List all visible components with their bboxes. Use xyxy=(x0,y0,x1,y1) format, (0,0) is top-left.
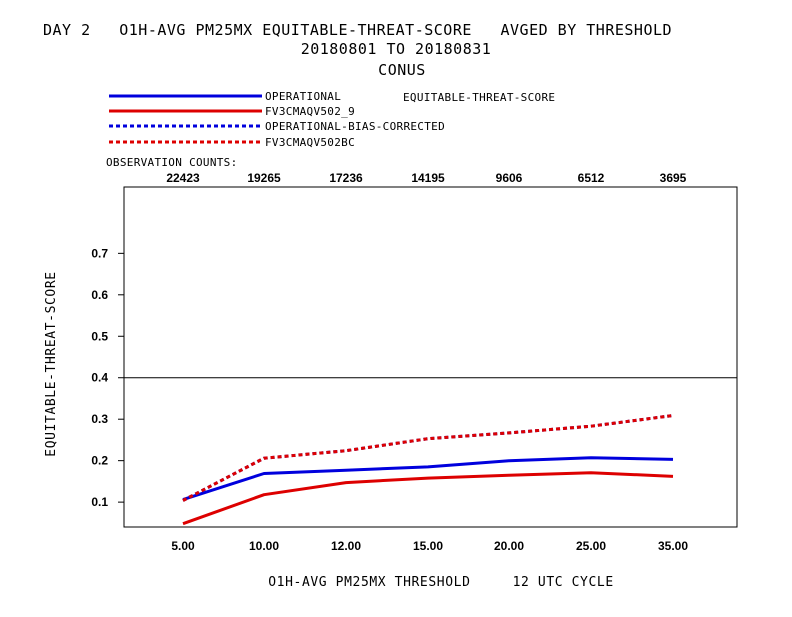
x-tick-label: 35.00 xyxy=(658,539,688,553)
observation-counts-label: OBSERVATION COUNTS: xyxy=(106,156,238,169)
x-tick-label: 5.00 xyxy=(171,539,195,553)
legend-score-label: EQUITABLE-THREAT-SCORE xyxy=(403,91,555,104)
plot-frame xyxy=(123,186,738,528)
observation-counts: 22423 19265 17236 14195 9606 6512 3695 xyxy=(166,171,686,185)
x-axis-ticks: 5.00 10.00 12.00 15.00 20.00 25.00 35.00 xyxy=(171,539,688,553)
chart-title-line3: CONUS xyxy=(378,61,426,79)
observation-count: 22423 xyxy=(166,171,200,185)
legend: OPERATIONAL FV3CMAQV502_9 OPERATIONAL-BIAS… xyxy=(109,90,445,149)
observation-count: 14195 xyxy=(411,171,445,185)
series-line-fv3cmaqv502bc xyxy=(182,414,674,502)
y-axis-ticks: 0.1 0.2 0.3 0.4 0.5 0.6 0.7 xyxy=(91,246,124,509)
series-line-operational xyxy=(182,456,674,502)
chart-title-line2: 20180801 TO 20180831 xyxy=(301,40,492,58)
y-tick-label: 0.3 xyxy=(91,412,108,426)
x-axis-label: O1H-AVG PM25MX THRESHOLD 12 UTC CYCLE xyxy=(268,575,614,590)
observation-count: 6512 xyxy=(578,171,605,185)
series-lines xyxy=(182,414,674,526)
series-line-fv3cmaqv502-9 xyxy=(182,471,674,526)
legend-label: OPERATIONAL-BIAS-CORRECTED xyxy=(265,120,445,133)
x-tick-label: 10.00 xyxy=(249,539,279,553)
y-axis-label: EQUITABLE-THREAT-SCORE xyxy=(44,271,59,456)
observation-count: 9606 xyxy=(496,171,523,185)
chart-title-line1: DAY 2 O1H-AVG PM25MX EQUITABLE-THREAT-SC… xyxy=(43,21,672,39)
y-tick-label: 0.1 xyxy=(91,495,108,509)
y-tick-label: 0.5 xyxy=(91,329,108,343)
legend-label: FV3CMAQV502_9 xyxy=(265,105,355,118)
observation-count: 19265 xyxy=(247,171,281,185)
x-tick-label: 15.00 xyxy=(413,539,443,553)
legend-label: OPERATIONAL xyxy=(265,90,341,103)
y-tick-label: 0.4 xyxy=(91,371,108,385)
legend-label: FV3CMAQV502BC xyxy=(265,136,355,149)
x-tick-label: 20.00 xyxy=(494,539,524,553)
y-tick-label: 0.7 xyxy=(91,246,108,260)
x-tick-label: 12.00 xyxy=(331,539,361,553)
observation-count: 17236 xyxy=(329,171,363,185)
x-tick-label: 25.00 xyxy=(576,539,606,553)
observation-count: 3695 xyxy=(660,171,687,185)
y-tick-label: 0.6 xyxy=(91,288,108,302)
y-tick-label: 0.2 xyxy=(91,454,108,468)
